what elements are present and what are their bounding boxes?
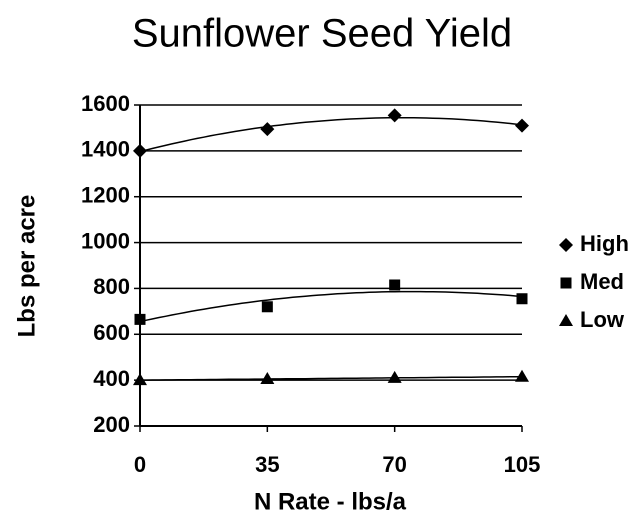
y-tick-label: 1000	[81, 228, 130, 253]
marker	[559, 238, 573, 252]
marker	[260, 122, 275, 137]
y-tick-label: 1400	[81, 137, 130, 162]
x-tick-label: 105	[504, 452, 541, 477]
trendline	[140, 375, 523, 381]
legend-label: Med	[580, 269, 624, 294]
marker	[515, 118, 529, 133]
marker	[389, 279, 401, 291]
y-tick-label: 400	[93, 366, 130, 391]
chart-title: Sunflower Seed Yield	[132, 12, 512, 56]
y-tick-label: 1200	[81, 183, 130, 208]
marker	[261, 301, 273, 313]
marker	[516, 293, 528, 305]
y-axis-label: Lbs per acre	[13, 195, 40, 338]
marker	[133, 143, 147, 158]
x-axis-label: N Rate - lbs/a	[254, 488, 407, 515]
y-tick-label: 600	[93, 320, 130, 345]
trendline	[139, 290, 523, 323]
marker	[560, 277, 572, 289]
x-tick-label: 35	[255, 452, 279, 477]
marker	[134, 313, 146, 325]
legend-label: High	[580, 231, 629, 256]
marker	[387, 370, 402, 383]
marker	[559, 314, 573, 326]
trendline	[139, 116, 523, 153]
legend-label: Low	[580, 307, 625, 332]
marker	[387, 108, 402, 123]
marker	[515, 369, 529, 382]
y-tick-label: 200	[93, 412, 130, 437]
x-tick-label: 70	[382, 452, 406, 477]
marker	[133, 373, 147, 386]
y-tick-label: 800	[93, 274, 130, 299]
y-tick-label: 1600	[81, 91, 130, 116]
marker	[260, 371, 275, 384]
x-tick-label: 0	[134, 452, 146, 477]
